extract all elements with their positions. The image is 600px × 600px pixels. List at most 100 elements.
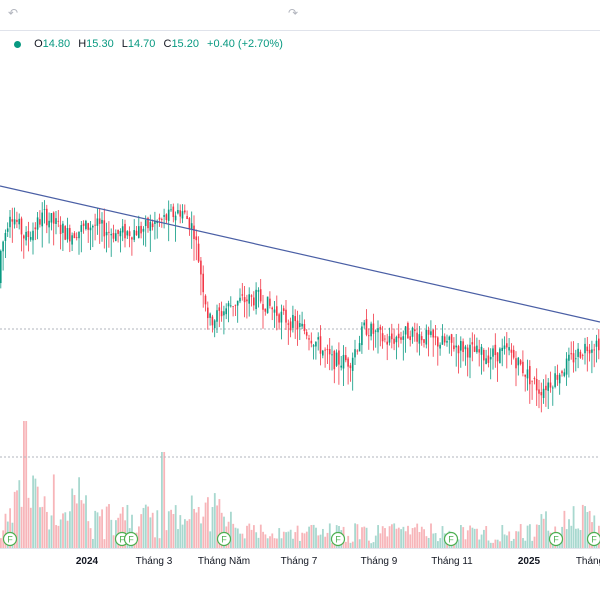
candle-body xyxy=(568,354,570,361)
candle-body xyxy=(397,333,400,339)
volume-bar xyxy=(230,511,232,548)
change-value: +0.40 (+2.70%) xyxy=(207,38,283,50)
volume-bar xyxy=(181,524,184,548)
candle-body xyxy=(142,228,145,232)
volume-bar xyxy=(112,535,115,548)
volume-bar xyxy=(526,525,529,548)
volume-bar xyxy=(248,523,251,548)
volume-bar xyxy=(39,507,41,548)
candle-body xyxy=(506,343,508,348)
candle-body xyxy=(269,298,271,306)
volume-bar xyxy=(188,519,191,548)
candle-body xyxy=(552,387,554,389)
volume-bar xyxy=(400,529,402,548)
candle-body xyxy=(379,326,382,330)
candle-body xyxy=(565,358,568,375)
volume-bar xyxy=(457,539,460,548)
volume-bar xyxy=(131,514,133,548)
candle-body xyxy=(124,223,126,239)
volume-bar xyxy=(9,508,11,548)
volume-bar xyxy=(204,502,207,548)
volume-bar xyxy=(50,515,53,548)
candle-body xyxy=(324,349,326,351)
candle-body xyxy=(356,350,359,352)
candle-body xyxy=(133,230,135,240)
volume-bar xyxy=(62,513,64,548)
volume-bar xyxy=(487,540,490,548)
candle-body xyxy=(128,231,131,237)
candle-body xyxy=(535,378,538,391)
candle-body xyxy=(121,226,124,233)
candle-body xyxy=(110,234,112,236)
volume-bar xyxy=(119,513,122,548)
candle-body xyxy=(62,223,64,233)
volume-bar xyxy=(379,533,382,548)
volume-bar xyxy=(59,519,62,548)
volume-bar xyxy=(533,536,536,548)
candle-body xyxy=(55,218,57,224)
candle-body xyxy=(13,219,16,225)
volume-bar xyxy=(570,525,573,548)
candle-body xyxy=(207,307,209,319)
candle-body xyxy=(450,334,453,343)
volume-bar xyxy=(471,527,474,548)
candle-body xyxy=(103,220,106,237)
candle-body xyxy=(384,338,386,340)
candle-body xyxy=(496,352,499,362)
volume-bar xyxy=(216,505,218,548)
volume-bar xyxy=(517,531,520,548)
volume-bar xyxy=(404,531,407,548)
volume-bar xyxy=(489,542,492,548)
candle-body xyxy=(292,314,294,328)
volume-bar xyxy=(213,493,216,548)
volume-bar xyxy=(48,529,51,548)
volume-bar xyxy=(200,523,202,548)
undo-icon[interactable]: ↶ xyxy=(8,6,19,20)
candle-body xyxy=(556,374,559,380)
candle-body xyxy=(188,218,191,230)
volume-bar xyxy=(13,491,16,548)
candle-body xyxy=(388,336,391,343)
candle-body xyxy=(190,223,193,230)
candle-body xyxy=(32,230,34,241)
candle-body xyxy=(262,304,264,310)
volume-bar xyxy=(483,529,485,548)
candle-body xyxy=(186,216,188,219)
candle-body xyxy=(243,297,246,303)
candle-body xyxy=(374,330,377,332)
time-axis-label: 2025 xyxy=(518,556,541,567)
volume-bar xyxy=(220,512,223,548)
candle-body xyxy=(487,355,490,363)
candle-body xyxy=(478,349,480,353)
candle-body xyxy=(165,214,168,221)
candle-body xyxy=(430,331,432,335)
volume-bar xyxy=(496,539,499,548)
candle-body xyxy=(409,336,411,341)
market-status-dot xyxy=(14,40,21,48)
candle-body xyxy=(588,349,591,354)
redo-icon[interactable]: ↷ xyxy=(288,6,299,20)
candle-body xyxy=(335,352,338,366)
volume-bar xyxy=(310,525,313,548)
candle-body xyxy=(414,329,416,332)
high-label: H xyxy=(78,38,87,50)
volume-bar xyxy=(391,524,393,548)
candle-body xyxy=(427,330,430,335)
volume-bar xyxy=(345,541,347,548)
volume-bars xyxy=(0,421,600,548)
candle-body xyxy=(473,346,476,352)
candle-body xyxy=(131,237,133,240)
trendline[interactable] xyxy=(0,185,600,323)
candle-body xyxy=(489,356,492,360)
volume-bar xyxy=(234,527,237,548)
candle-body xyxy=(361,326,363,346)
volume-bar xyxy=(179,515,182,548)
volume-bar xyxy=(287,531,290,548)
candle-body xyxy=(64,226,66,240)
candle-body xyxy=(39,219,41,225)
volume-bar xyxy=(170,509,172,548)
candle-body xyxy=(57,220,60,222)
volume-bar xyxy=(584,506,586,548)
